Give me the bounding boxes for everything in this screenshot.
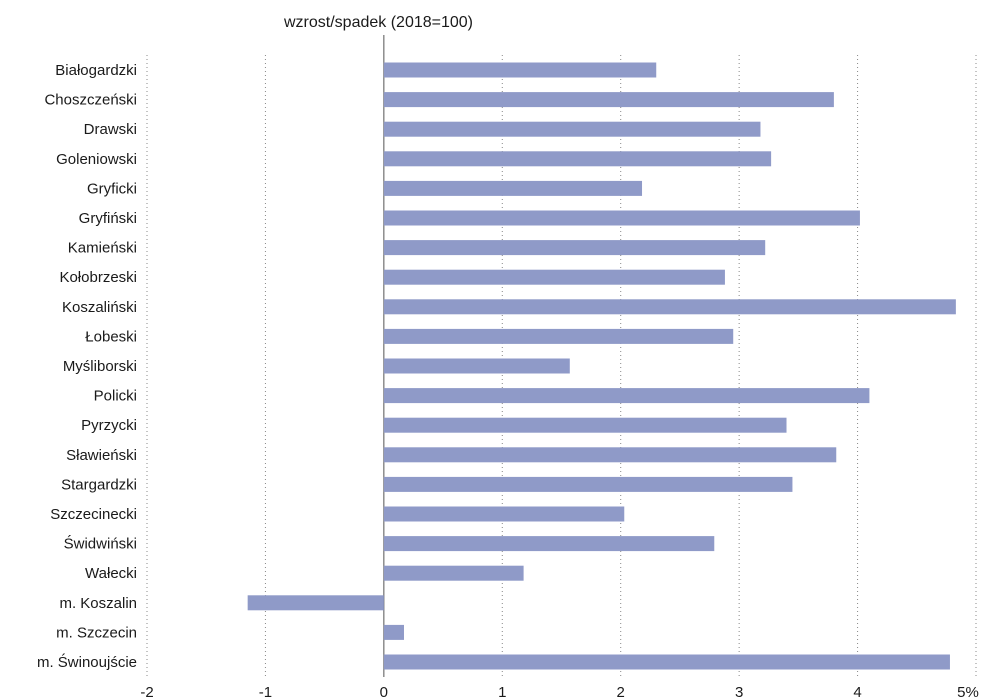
category-label: Kołobrzeski: [59, 269, 137, 286]
bar: [383, 388, 870, 404]
x-tick-label: 4: [853, 684, 861, 700]
bar: [383, 180, 643, 196]
chart-title: wzrost/spadek (2018=100): [284, 14, 473, 31]
bar: [383, 506, 625, 522]
bar: [383, 121, 761, 137]
bar: [383, 240, 766, 256]
category-label: Szczecinecki: [50, 506, 137, 523]
category-label: Pyrzycki: [81, 417, 137, 434]
category-label: Wałecki: [85, 565, 137, 582]
bar: [383, 447, 837, 463]
category-label: Sławieński: [66, 447, 137, 464]
x-tick-label: 1: [498, 684, 506, 700]
category-label: m. Szczecin: [56, 624, 137, 641]
category-label: Policki: [94, 388, 137, 405]
x-tick-label: 2: [617, 684, 625, 700]
category-label: Gryfiński: [79, 210, 137, 227]
x-tick-label: 5%: [957, 684, 979, 700]
category-label: m. Świnoujście: [37, 653, 137, 671]
category-label: Myśliborski: [63, 358, 137, 375]
bar: [383, 476, 793, 492]
bar: [383, 299, 956, 315]
bar: [383, 624, 404, 640]
bar: [383, 328, 734, 344]
bar: [383, 269, 725, 285]
x-tick-label: -2: [140, 684, 153, 700]
category-label: Łobeski: [85, 328, 137, 345]
x-tick-label: 0: [380, 684, 388, 700]
bar: [383, 417, 787, 433]
bar: [383, 654, 950, 670]
category-label: Białogardzki: [55, 62, 137, 79]
category-label: Kamieński: [68, 240, 137, 257]
bar: [383, 62, 657, 78]
bar: [383, 210, 860, 226]
category-label: Koszaliński: [62, 299, 137, 316]
category-label: Świdwiński: [64, 535, 137, 553]
x-tick-label: 3: [735, 684, 743, 700]
bar: [383, 565, 524, 581]
x-tick-label: -1: [259, 684, 272, 700]
category-label: Choszczeński: [44, 92, 137, 109]
category-label: Goleniowski: [56, 151, 137, 168]
bar: [247, 595, 384, 611]
category-label: Gryficki: [87, 180, 137, 197]
category-label: Stargardzki: [61, 476, 137, 493]
bar: [383, 536, 715, 552]
category-label: m. Koszalin: [59, 595, 137, 612]
bar: [383, 151, 772, 167]
category-label: Drawski: [84, 121, 137, 138]
bar: [383, 358, 570, 374]
bar: [383, 92, 834, 108]
